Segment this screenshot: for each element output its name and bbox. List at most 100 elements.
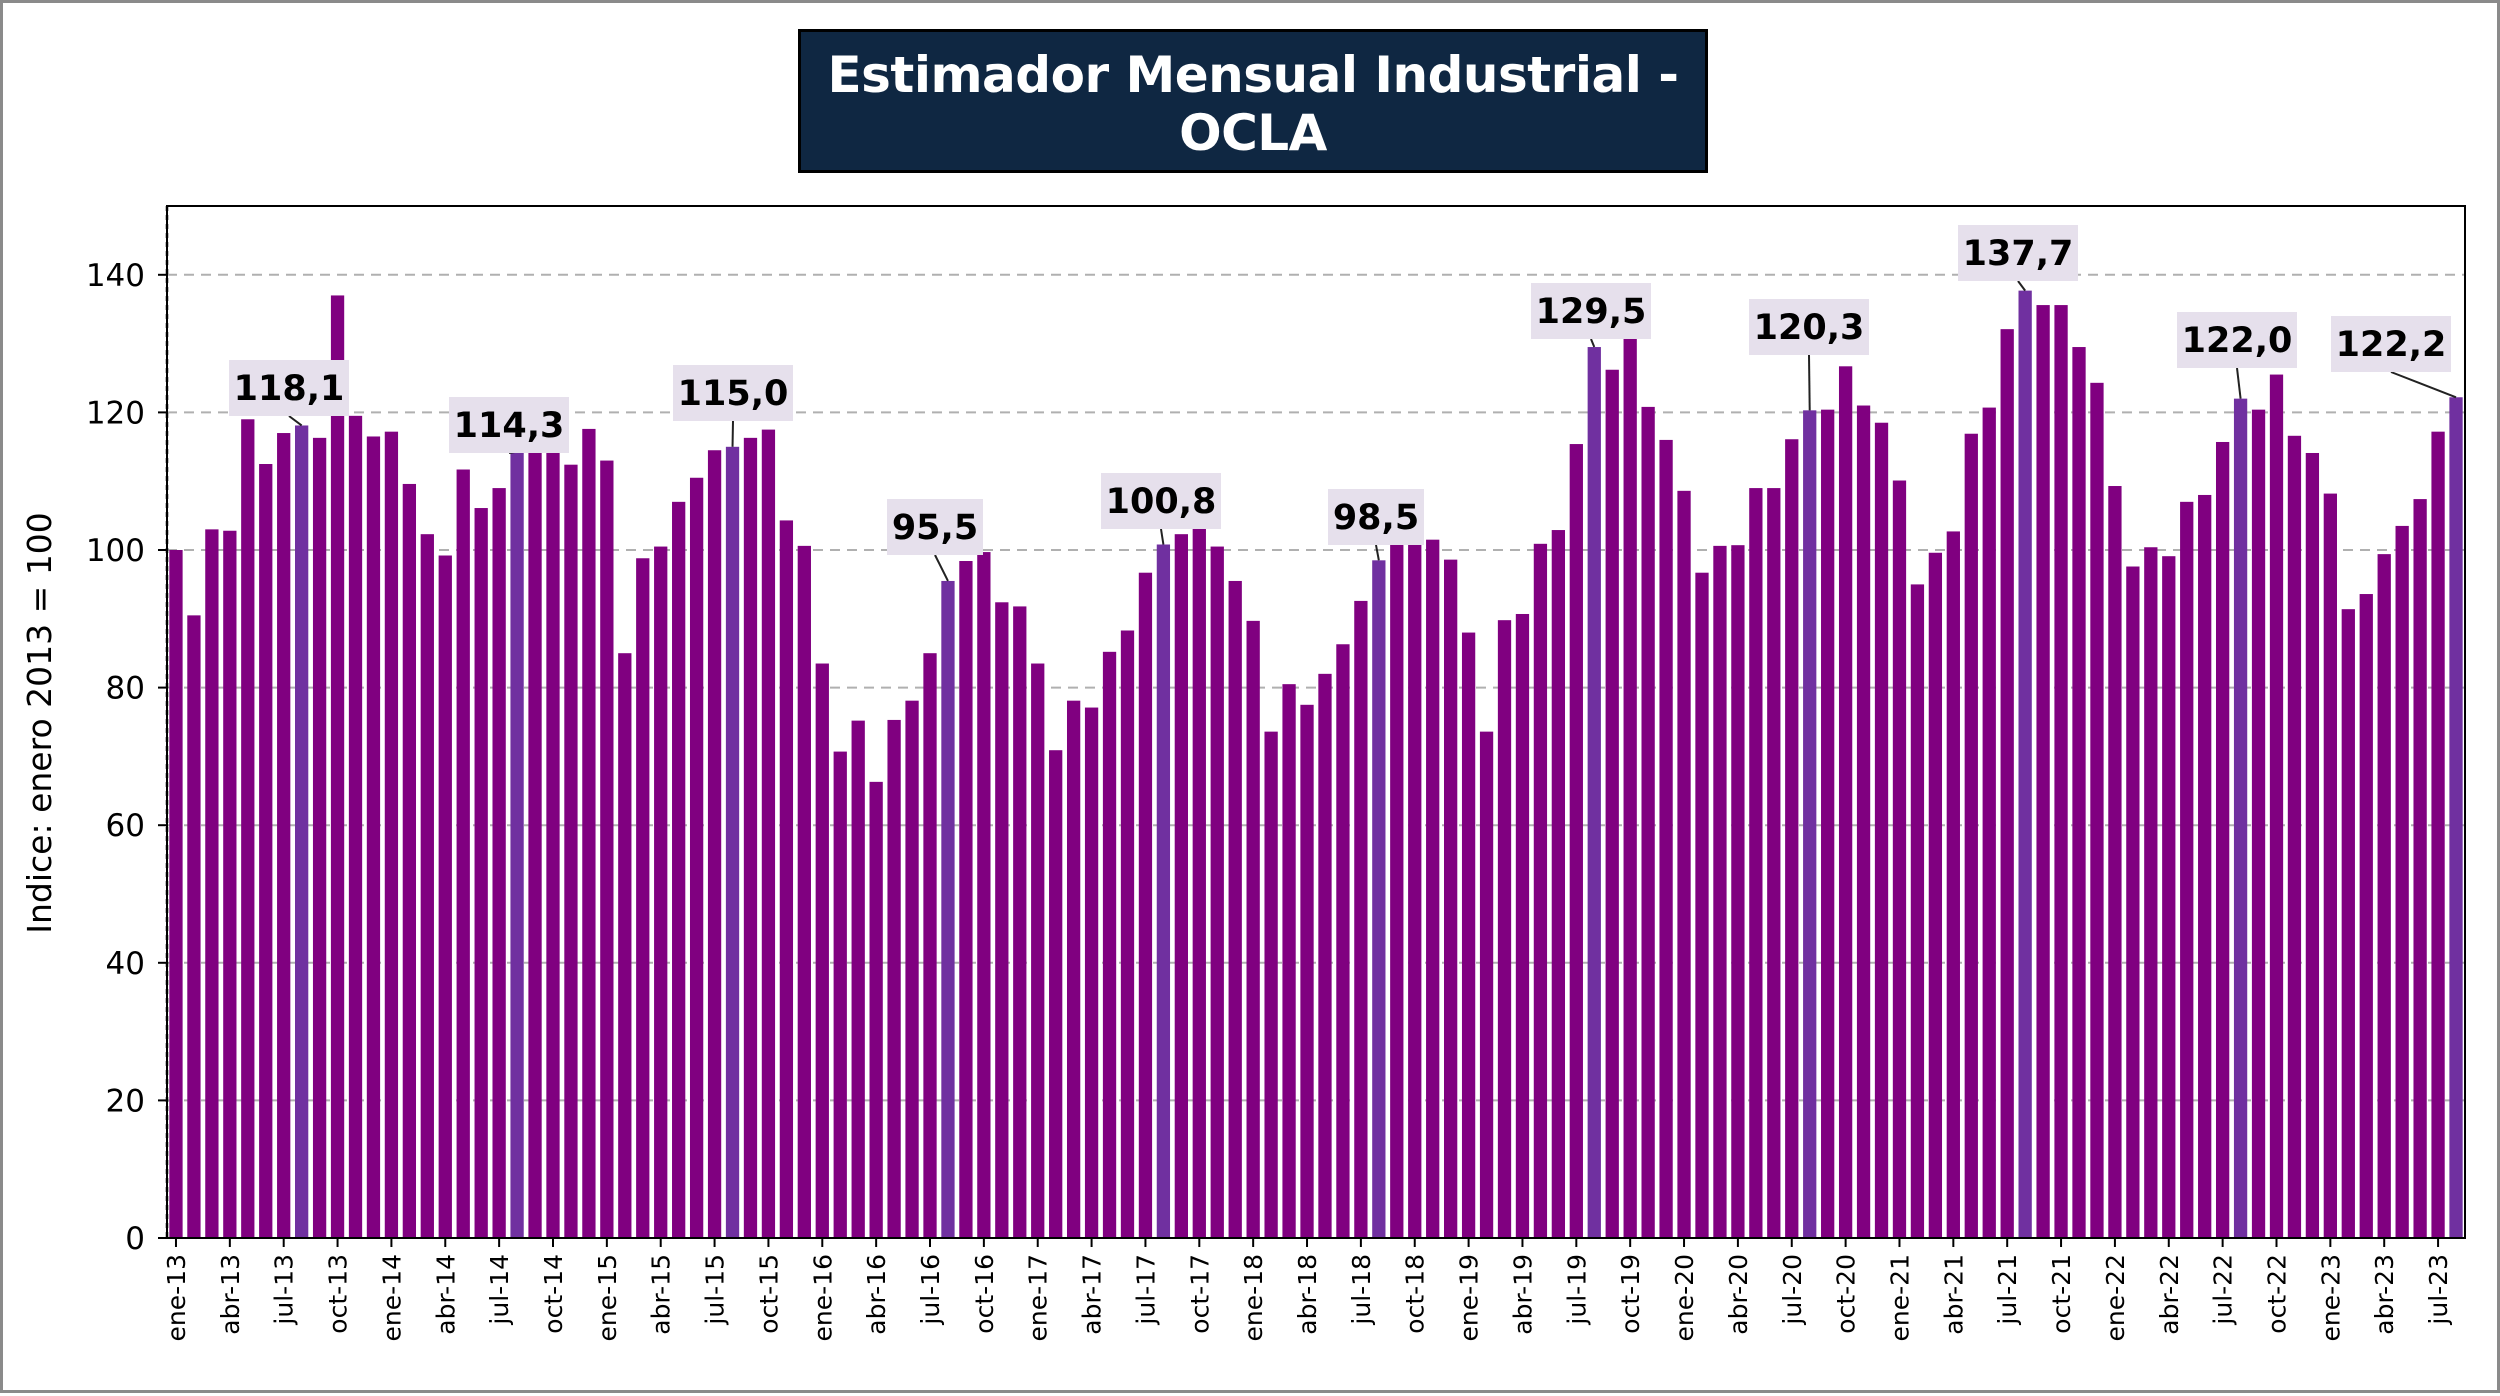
bar [780,520,793,1238]
bar [2306,453,2319,1238]
annotation-leader [289,416,302,425]
x-tick-label: ene-22 [2101,1254,2130,1341]
y-tick-label: 60 [106,808,145,844]
bar [708,450,721,1238]
bar [546,409,559,1238]
bar [349,416,362,1238]
x-tick-label: ene-21 [1885,1254,1914,1341]
bar [2413,499,2426,1238]
bar [313,438,326,1238]
x-tick-label: oct-21 [2047,1254,2076,1334]
title-box: Estimador Mensual Industrial - OCLA - Ba… [798,29,1708,173]
bar [690,478,703,1238]
annotation-leader [1161,529,1163,544]
bar [1839,366,1852,1238]
bar [636,558,649,1238]
bar [2431,432,2444,1238]
bar [1713,546,1726,1238]
bar [582,429,595,1238]
bar [492,488,505,1238]
x-tick-label: abr-17 [1078,1254,1107,1335]
annotation-leader [1376,545,1379,560]
x-tick-label: oct-18 [1401,1254,1430,1334]
annotation-leader [1591,339,1594,347]
annotation-leader [935,555,948,581]
x-tick-label: ene-14 [377,1254,406,1341]
x-tick-label: oct-20 [1832,1254,1861,1334]
bar [1803,410,1816,1238]
annotation-label: 129,5 [1536,292,1647,332]
bar [2342,609,2355,1238]
bar [1013,606,1026,1238]
bar [1121,630,1134,1238]
bar [2449,397,2462,1238]
x-tick-label: abr-23 [2370,1254,2399,1335]
bar [1695,573,1708,1238]
bar [1498,620,1511,1238]
bar [1408,496,1421,1238]
bar [600,461,613,1238]
bar [1731,545,1744,1238]
chart-title: Estimador Mensual Industrial - OCLA [801,46,1705,162]
annotation-leader [2391,372,2456,397]
x-tick-label: oct-15 [754,1254,783,1334]
bar [2054,305,2067,1238]
bar [1857,406,1870,1238]
bar [1085,708,1098,1238]
bar [367,436,380,1238]
bar [2198,495,2211,1238]
bar [2144,547,2157,1238]
x-tick-label: jul-19 [1562,1254,1591,1326]
bar [1031,664,1044,1238]
bar [1767,488,1780,1238]
annotation-leader [2018,281,2025,291]
bar [1749,488,1762,1238]
x-tick-label: jul-17 [1131,1254,1160,1326]
bar [1606,370,1619,1238]
bar [1516,614,1529,1238]
bar [259,464,272,1238]
bar [528,443,541,1238]
bar [798,546,811,1238]
bar [2324,494,2337,1238]
bar [1139,573,1152,1238]
x-tick-label: jul-21 [1993,1254,2022,1326]
x-tick-label: ene-16 [808,1254,837,1341]
x-tick-label: oct-17 [1185,1254,1214,1334]
x-tick-label: jul-13 [270,1254,299,1326]
y-tick-label: 120 [86,395,145,431]
bar [1677,491,1690,1238]
bar [1534,544,1547,1238]
bar [1659,440,1672,1238]
annotation-label: 115,0 [678,374,789,414]
bar [1588,347,1601,1238]
bar [2108,486,2121,1238]
x-tick-label: oct-14 [539,1254,568,1334]
bar [1103,652,1116,1238]
annotation-label: 114,3 [454,406,565,446]
bar [995,602,1008,1238]
bar [1480,732,1493,1238]
bar [2252,410,2265,1238]
bar [2180,502,2193,1238]
bar [510,452,523,1238]
bar [564,465,577,1238]
bar [1911,584,1924,1238]
bar [977,552,990,1238]
x-tick-label: abr-13 [216,1254,245,1335]
bar [1229,581,1242,1238]
bar [2216,442,2229,1238]
annotation-leader [1809,355,1810,410]
x-tick-label: ene-20 [1670,1254,1699,1341]
bar [2019,291,2032,1238]
bar [331,295,344,1238]
bar [2072,347,2085,1238]
bar [223,531,236,1238]
bar [2288,436,2301,1238]
x-tick-label: abr-18 [1293,1254,1322,1335]
bar [1282,684,1295,1238]
bar [169,550,182,1238]
annotation-label: 98,5 [1333,498,1419,538]
